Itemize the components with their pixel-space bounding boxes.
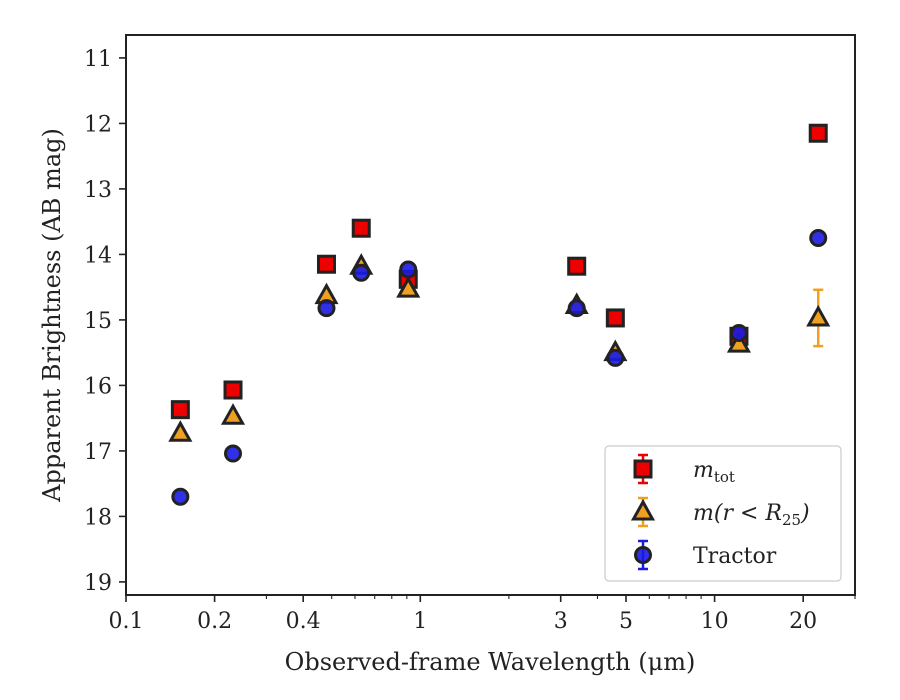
data-point-triangle [396, 276, 421, 298]
y-tick-label: 15 [84, 309, 112, 334]
legend: mtot m(r < R25) Tractor [604, 445, 842, 582]
legend-label: mtot [693, 458, 735, 486]
y-tick-label: 18 [84, 505, 112, 530]
data-point-circle [352, 263, 371, 282]
series-2 [171, 229, 828, 506]
x-tick-label: 0.1 [109, 609, 144, 634]
x-tick-label: 5 [619, 609, 633, 634]
data-point-triangle [220, 403, 246, 425]
data-point-circle [567, 299, 586, 318]
series-1 [168, 253, 831, 442]
legend-label: m(r < R25) [693, 501, 810, 529]
legend-entry: mtot [633, 453, 735, 486]
y-tick-label: 14 [84, 243, 112, 268]
data-point-circle [224, 444, 243, 463]
data-point-circle [399, 260, 418, 279]
data-point-circle [171, 487, 190, 506]
x-tick-label: 3 [554, 609, 568, 634]
data-point-square [170, 400, 190, 420]
data-point-circle [317, 299, 336, 318]
y-tick-label: 13 [84, 178, 112, 203]
data-point-circle [606, 348, 625, 367]
data-point-triangle [168, 420, 193, 442]
data-point-triangle [726, 331, 752, 353]
y-axis-title: Apparent Brightness (AB mag) [38, 128, 66, 503]
legend-box [604, 445, 842, 582]
y-tick-label: 19 [84, 571, 112, 596]
y-tick-label: 12 [84, 112, 112, 137]
data-point-square [316, 254, 336, 274]
y-tick-label: 17 [84, 440, 112, 465]
x-axis-title: Observed-frame Wavelength (μm) [285, 648, 696, 676]
data-point-square [808, 123, 828, 143]
series-0 [170, 123, 828, 420]
legend-marker-triangle [630, 498, 656, 521]
y-tick-label: 16 [84, 374, 112, 399]
legend-entry: m(r < R25) [630, 496, 810, 529]
legend-marker-circle [634, 546, 652, 564]
data-point-square [223, 380, 243, 400]
data-point-square [351, 218, 371, 238]
x-tick-label: 0.2 [197, 609, 232, 634]
x-tick-label: 0.4 [286, 609, 321, 634]
data-marks [168, 123, 831, 506]
plot-area [125, 34, 856, 596]
data-point-square [605, 308, 625, 328]
data-point-circle [729, 324, 748, 343]
x-tick-label: 10 [701, 609, 729, 634]
data-point-triangle [806, 304, 831, 327]
x-tick-label: 20 [789, 609, 817, 634]
legend-marker-square [633, 459, 653, 479]
data-point-square [567, 256, 587, 276]
legend-label: Tractor [693, 544, 777, 569]
y-tick-label: 11 [84, 47, 112, 72]
data-point-circle [809, 229, 828, 248]
x-tick-label: 1 [413, 609, 427, 634]
legend-entry: Tractor [634, 539, 777, 571]
